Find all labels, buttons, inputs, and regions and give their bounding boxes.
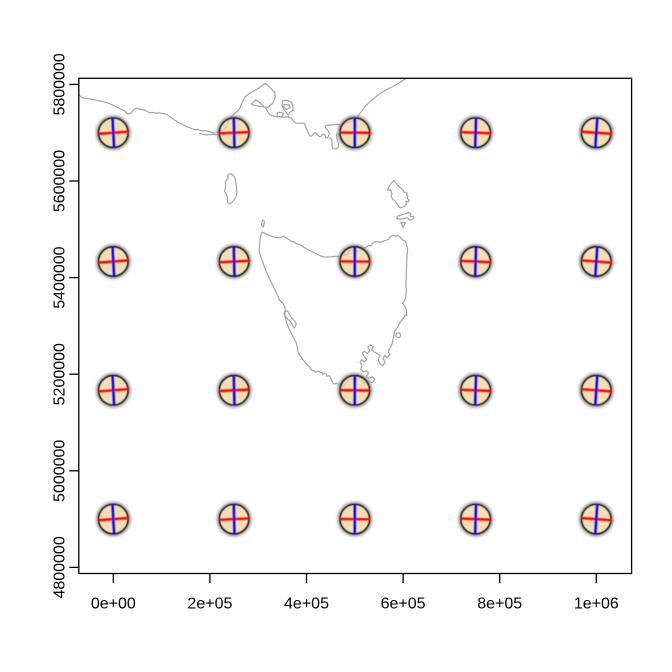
svg-text:0e+00: 0e+00 [91, 596, 136, 613]
svg-text:8e+05: 8e+05 [477, 596, 522, 613]
svg-text:2e+05: 2e+05 [187, 596, 232, 613]
svg-text:6e+05: 6e+05 [381, 596, 426, 613]
svg-text:5000000: 5000000 [52, 440, 69, 502]
svg-text:1e+06: 1e+06 [574, 596, 619, 613]
svg-text:5400000: 5400000 [52, 246, 69, 308]
svg-text:5200000: 5200000 [52, 343, 69, 405]
svg-text:5800000: 5800000 [52, 53, 69, 115]
svg-text:4800000: 4800000 [52, 536, 69, 598]
svg-text:5600000: 5600000 [52, 150, 69, 212]
svg-text:4e+05: 4e+05 [284, 596, 329, 613]
